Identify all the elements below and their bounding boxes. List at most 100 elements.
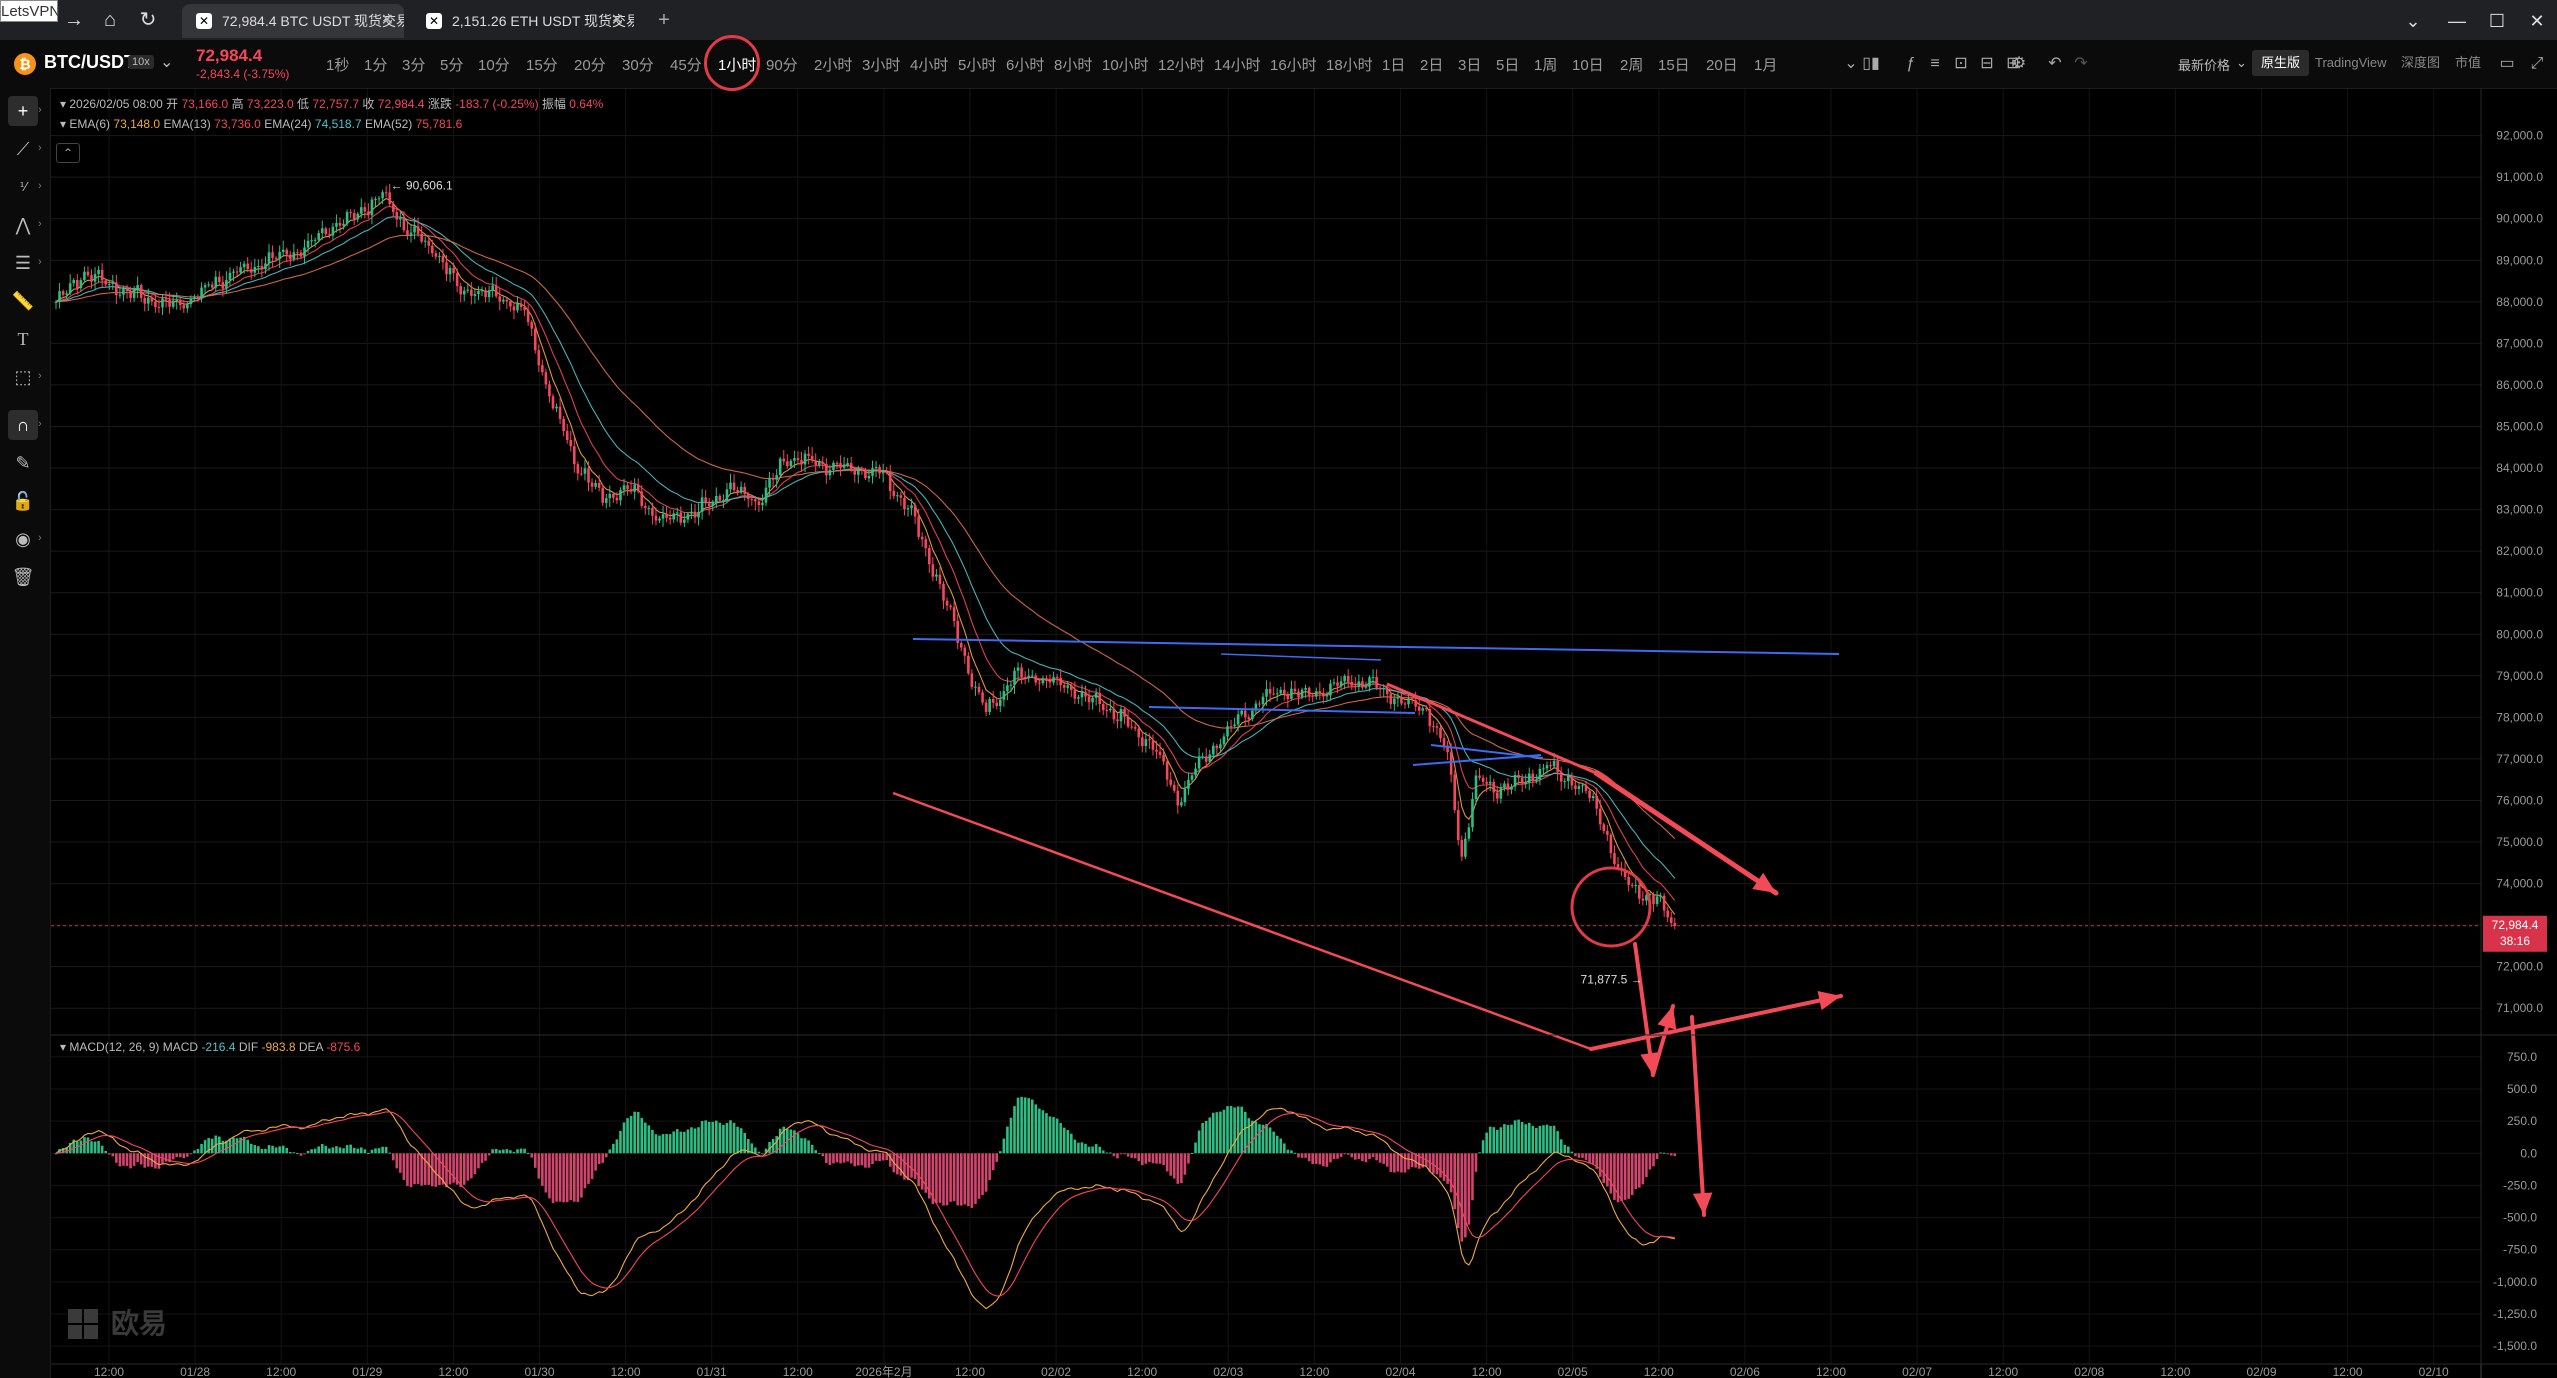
interval-30[interactable]: 20日 [1706,57,1738,74]
redo-icon[interactable]: ↷ [2074,55,2088,72]
interval-24[interactable]: 3日 [1458,57,1482,74]
red-resistance-arrow [1593,770,1779,896]
chevron-right-icon[interactable]: › [38,370,42,382]
browser-tab-eth[interactable]: ✕ 2,151.26 ETH USDT 现货交易 | ... ✕ [412,4,634,38]
view-marketcap[interactable]: 市值 [2455,55,2482,70]
interval-26[interactable]: 1周 [1534,57,1558,74]
interval-0[interactable]: 1秒 [326,57,350,74]
forward-icon[interactable]: → [64,9,84,31]
view-depth[interactable]: 深度图 [2401,55,2441,70]
collapse-legend-button[interactable]: ⌃ [56,143,80,163]
minimize-button[interactable]: — [2448,11,2466,31]
interval-11[interactable]: 2小时 [814,57,853,74]
close-window-button[interactable]: ✕ [2529,11,2545,31]
brush-icon[interactable]: ✎ [15,453,31,473]
candle-type-icon[interactable]: ▯▮ [1862,55,1880,72]
chevron-right-icon[interactable]: › [38,418,42,430]
maximize-button[interactable]: ☐ [2488,11,2506,31]
home-icon[interactable]: ⌂ [103,9,117,31]
interval-14[interactable]: 5小时 [958,57,997,74]
close-tab-icon[interactable]: ✕ [610,12,624,29]
interval-7[interactable]: 30分 [622,57,654,74]
dif-label: DIF [238,1040,259,1054]
macd-bar [1172,1153,1176,1179]
channel-icon[interactable]: ☰ [14,253,32,273]
interval-12[interactable]: 3小时 [862,57,901,74]
fullscreen-icon[interactable]: ⤢ [2530,55,2544,72]
candle-body [1190,775,1194,780]
legend-collapse-icon[interactable]: ▾ [60,97,67,111]
chevron-right-icon[interactable]: › [38,532,42,544]
chevron-right-icon[interactable]: › [38,180,42,192]
interval-22[interactable]: 1日 [1382,57,1406,74]
interval-18[interactable]: 12小时 [1158,57,1205,74]
macd-tick-label: -500.0 [2503,1211,2537,1225]
interval-1[interactable]: 1分 [364,57,388,74]
template-icon[interactable]: ⊡ [1954,55,1968,72]
crosshair-icon[interactable]: + [8,96,38,126]
price-type-select[interactable]: 最新价格 [2178,58,2231,73]
candle-body [267,252,271,264]
interval-17[interactable]: 10小时 [1102,57,1149,74]
interval-31[interactable]: 1月 [1754,57,1778,74]
browser-tab-btc[interactable]: ✕ 72,984.4 BTC USDT 现货交易 | ... ✕ [182,4,404,38]
text-tool-icon[interactable]: T [17,329,29,349]
chevron-right-icon[interactable]: › [38,142,42,154]
interval-28[interactable]: 2周 [1620,57,1644,74]
alert-icon[interactable]: ⊟ [1980,55,1994,72]
candle-body [1393,698,1396,705]
interval-8[interactable]: 45分 [670,57,702,74]
view-tradingview[interactable]: TradingView [2315,55,2387,70]
price-chart[interactable]: 欧易 92,000.0 91,000.0 90,000.0 89,000.0 88,00… [51,89,2557,1378]
magnet-icon[interactable]: ∩ [8,410,38,440]
interval-10[interactable]: 90分 [766,57,798,74]
new-tab-button[interactable]: + [658,9,670,31]
okx-favicon-icon: ✕ [426,13,442,29]
fib-icon[interactable]: ⅟ [19,180,27,194]
lock-icon[interactable]: 🔓 [11,491,35,511]
interval-13[interactable]: 4小时 [910,57,949,74]
interval-2[interactable]: 3分 [402,57,426,74]
interval-29[interactable]: 15日 [1658,57,1690,74]
trendline-icon[interactable]: ⟋ [16,139,30,159]
interval-25[interactable]: 5日 [1496,57,1520,74]
undo-icon[interactable]: ↶ [2048,55,2062,72]
interval-5[interactable]: 15分 [526,57,558,74]
interval-23[interactable]: 2日 [1420,57,1444,74]
trash-icon[interactable]: 🗑 [11,567,35,587]
shape-icon[interactable]: ⬚ [14,367,32,387]
chevron-right-icon[interactable]: › [38,218,42,230]
layout-icon[interactable]: ≡ [1930,55,1940,72]
tab-search-icon[interactable]: ⌄ [2405,11,2421,31]
reload-icon[interactable]: ↻ [139,9,157,31]
interval-21[interactable]: 18小时 [1326,57,1373,74]
view-native[interactable]: 原生版 [2252,50,2310,76]
ruler-icon[interactable]: 📏 [11,291,35,311]
interval-6[interactable]: 20分 [574,57,606,74]
chevron-down-icon[interactable]: ⌄ [160,54,174,71]
pattern-icon[interactable]: ⋀ [15,215,31,235]
candle-body [1638,885,1641,899]
legend-collapse-icon[interactable]: ▾ [60,1040,67,1054]
screenshot-icon[interactable]: ▭ [2499,55,2515,72]
chevron-down-icon[interactable]: ⌄ [2236,55,2247,70]
macd-bar [1325,1153,1329,1167]
candle-body [814,460,817,465]
chevron-right-icon[interactable]: › [38,256,42,268]
compare-icon[interactable]: ⊞ [2006,55,2020,72]
gear-icon[interactable]: ⚙ [2011,55,2027,72]
close-tab-icon[interactable]: ✕ [380,12,394,29]
interval-4[interactable]: 10分 [478,57,510,74]
pair-selector[interactable]: BTC/USDT [44,52,135,72]
chevron-right-icon[interactable]: › [38,104,42,116]
interval-15[interactable]: 6小时 [1006,57,1045,74]
indicator-icon[interactable]: ƒ [1906,55,1916,72]
interval-3[interactable]: 5分 [440,57,464,74]
interval-16[interactable]: 8小时 [1054,57,1093,74]
interval-27[interactable]: 10日 [1572,57,1604,74]
interval-20[interactable]: 16小时 [1270,57,1317,74]
eye-icon[interactable]: ◉ [15,529,31,549]
interval-19[interactable]: 14小时 [1214,57,1261,74]
chevron-down-icon[interactable]: ⌄ [1844,55,1858,72]
legend-collapse-icon[interactable]: ▾ [60,117,67,131]
